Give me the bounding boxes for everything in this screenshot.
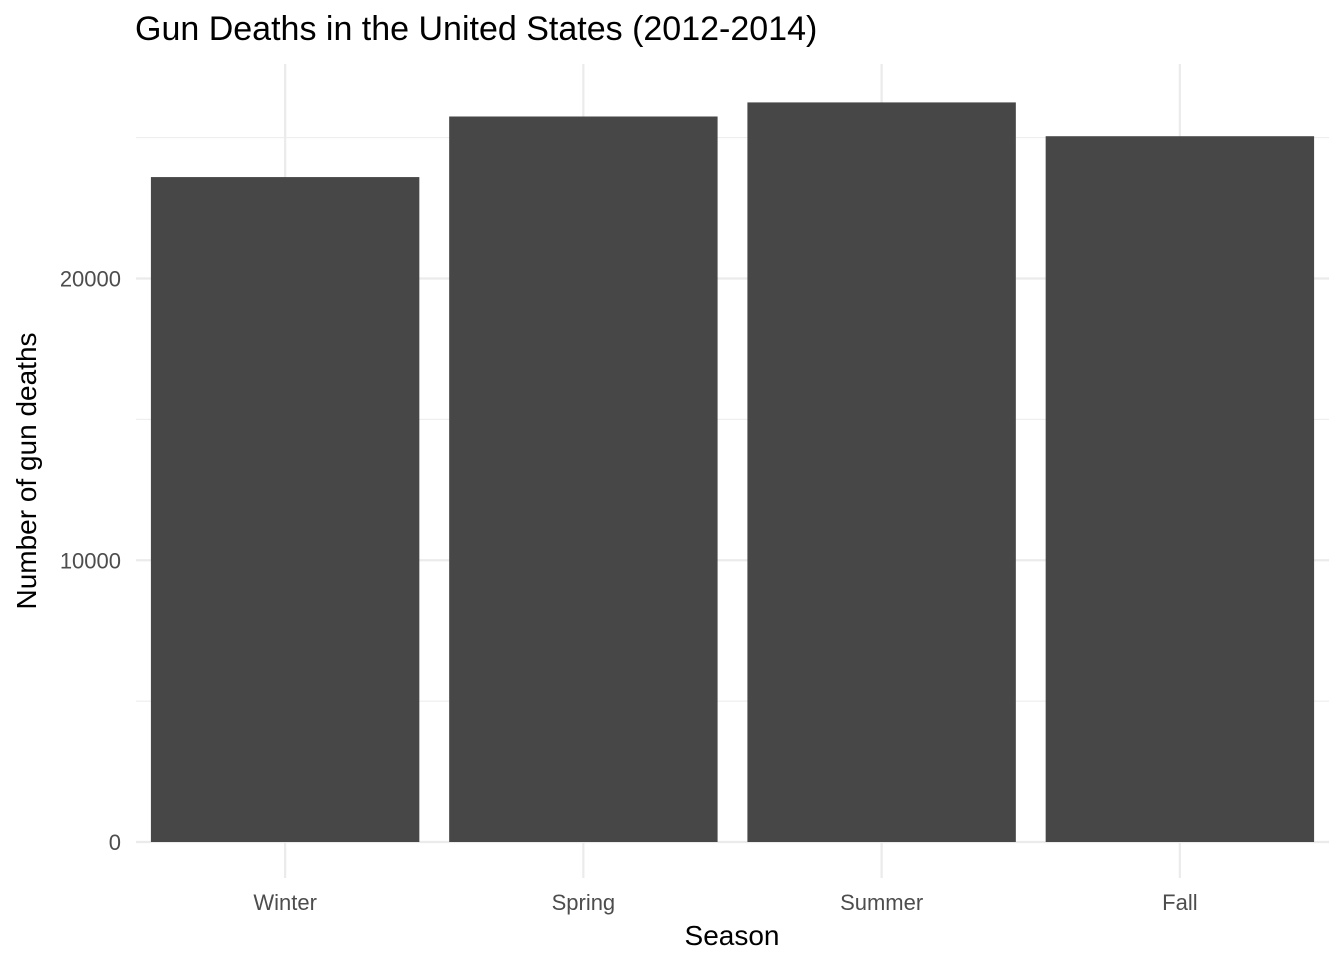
bars bbox=[150, 102, 1315, 842]
x-tick-label: Fall bbox=[1162, 890, 1197, 915]
y-tick-label: 20000 bbox=[60, 267, 121, 292]
bar-fall bbox=[1045, 136, 1315, 842]
bar-spring bbox=[449, 116, 718, 842]
y-tick-label: 0 bbox=[109, 830, 121, 855]
chart-title: Gun Deaths in the United States (2012-20… bbox=[135, 10, 817, 48]
x-tick-label: Summer bbox=[840, 890, 923, 915]
y-axis-title: Number of gun deaths bbox=[11, 332, 42, 609]
bar-winter bbox=[150, 177, 420, 842]
x-tick-label: Winter bbox=[253, 890, 317, 915]
x-tick-label: Spring bbox=[552, 890, 616, 915]
x-axis-ticks: Winter Spring Summer Fall bbox=[253, 890, 1197, 915]
y-tick-label: 10000 bbox=[60, 548, 121, 573]
y-axis-ticks: 0 10000 20000 bbox=[60, 267, 121, 856]
bar-summer bbox=[747, 102, 1016, 842]
x-axis-title: Season bbox=[685, 920, 780, 951]
